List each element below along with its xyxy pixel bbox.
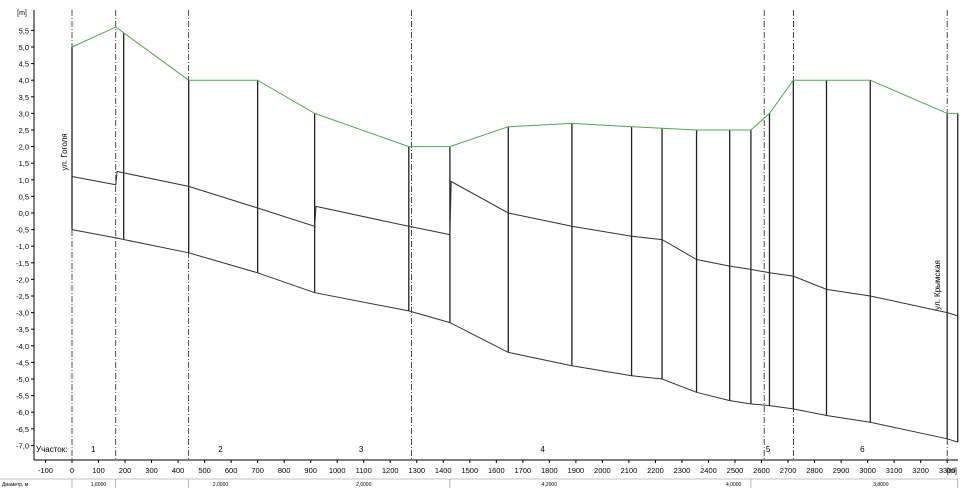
x-tick-label: 1100	[356, 466, 372, 475]
y-tick-label: -6,5	[16, 425, 29, 434]
y-tick-label: -0,5	[16, 226, 29, 235]
x-tick-label: -100	[38, 466, 53, 475]
x-tick-label: 1700	[514, 466, 531, 475]
y-tick-label: 4,5	[19, 60, 29, 69]
x-tick-label: 2600	[753, 466, 770, 475]
x-tick-label: 3100	[886, 466, 903, 475]
series-lines	[71, 26, 958, 443]
x-tick-label: 1200	[382, 466, 399, 475]
y-axis: [m] 5,5 5,0 4,5 4,0 3,5 3,0 2,5 2,0 1,5 1,0 0,5 0,0 -…	[16, 10, 35, 460]
y-tick-label: -6,0	[16, 408, 29, 417]
diameter-row-label: Диаметр, м	[2, 482, 29, 488]
x-tick-label: 100	[92, 466, 105, 475]
surface-line	[71, 26, 958, 148]
x-axis: -100 0 100 200 300 400 500 600 700 800 900 1000 1100…	[34, 459, 958, 475]
section-labels: Участок: 1 2 3 4 5 6	[36, 445, 865, 454]
x-tick-label: 2100	[621, 466, 638, 475]
diameter-value: 2,6000	[356, 482, 372, 488]
y-tick-label: -5,5	[16, 392, 29, 401]
y-tick-label: -1,0	[16, 242, 29, 251]
diameter-value: 4,0000	[726, 482, 742, 488]
x-tick-label: 1800	[541, 466, 558, 475]
y-tick-label: -5,0	[16, 375, 29, 384]
upper-profile-line	[71, 170, 958, 317]
x-tick-label: 900	[304, 466, 317, 475]
y-tick-label: 4,0	[19, 76, 29, 85]
x-tick-label: 200	[119, 466, 132, 475]
x-tick-label: 2300	[674, 466, 691, 475]
x-tick-label: 3300	[939, 466, 956, 475]
y-tick-label: -7,0	[16, 441, 29, 450]
station-lines	[71, 32, 959, 443]
section-number: 3	[359, 445, 364, 454]
section-dividers	[71, 10, 948, 460]
section-number: 1	[91, 445, 96, 454]
x-tick-label: 1300	[408, 466, 425, 475]
x-tick-label: 1400	[435, 466, 452, 475]
diameter-value: 2,0000	[213, 482, 229, 488]
section-number: 5	[766, 445, 771, 454]
x-tick-label: 2700	[780, 466, 797, 475]
y-tick-label: -1,5	[16, 259, 29, 268]
x-tick-label: 2500	[727, 466, 744, 475]
sections-label: Участок:	[36, 445, 67, 454]
x-tick-label: 3000	[859, 466, 876, 475]
x-tick-label: 700	[251, 466, 264, 475]
x-tick-label: 500	[198, 466, 211, 475]
section-number: 2	[218, 445, 223, 454]
y-tick-label: -4,5	[16, 358, 29, 367]
street-labels: ул. Гоголя ул. Крымская	[60, 133, 942, 309]
x-tick-label: 2000	[594, 466, 611, 475]
diameter-value: 4,2000	[542, 482, 558, 488]
street-right-label: ул. Крымская	[933, 260, 942, 310]
x-tick-label: 1600	[488, 466, 505, 475]
diameter-value: 3,8000	[873, 482, 889, 488]
y-tick-label: 1,5	[19, 159, 29, 168]
y-tick-label: -2,5	[16, 292, 29, 301]
y-tick-label: 5,5	[19, 26, 29, 35]
diameter-value: 1,6000	[91, 482, 107, 488]
y-tick-label: -4,0	[16, 342, 29, 351]
x-tick-label: 1000	[329, 466, 346, 475]
lower-profile-line	[71, 229, 958, 443]
y-tick-label: 2,0	[19, 143, 29, 152]
x-axis-unit: [m]	[947, 466, 957, 475]
y-tick-label: -3,0	[16, 309, 29, 318]
x-tick-label: 2200	[647, 466, 664, 475]
x-tick-label: 800	[278, 466, 291, 475]
street-left-label: ул. Гоголя	[60, 133, 69, 170]
x-tick-label: 2900	[833, 466, 850, 475]
x-tick-label: 2400	[700, 466, 717, 475]
diameter-row: Диаметр, м 1,6000 2,0000 2,6000 4,2000 4,0000…	[0, 478, 959, 488]
x-tick-label: 1900	[568, 466, 585, 475]
y-tick-label: 2,5	[19, 126, 29, 135]
y-tick-label: 5,0	[19, 43, 29, 52]
y-tick-label: 0,0	[19, 209, 29, 218]
y-tick-label: -2,0	[16, 275, 29, 284]
section-number: 4	[541, 445, 546, 454]
x-tick-label: 300	[145, 466, 158, 475]
x-tick-label: 3200	[912, 466, 929, 475]
x-tick-label: 400	[172, 466, 185, 475]
y-axis-unit: [m]	[17, 10, 27, 17]
x-tick-label: 2800	[806, 466, 823, 475]
section-number: 6	[860, 445, 865, 454]
y-tick-label: 1,0	[19, 176, 29, 185]
x-tick-label: 600	[225, 466, 238, 475]
y-tick-label: 3,5	[19, 93, 29, 102]
y-tick-label: -3,5	[16, 325, 29, 334]
y-tick-label: 0,5	[19, 192, 29, 201]
x-tick-label: 0	[70, 466, 74, 475]
y-tick-label: 3,0	[19, 109, 29, 118]
x-tick-label: 1500	[461, 466, 478, 475]
